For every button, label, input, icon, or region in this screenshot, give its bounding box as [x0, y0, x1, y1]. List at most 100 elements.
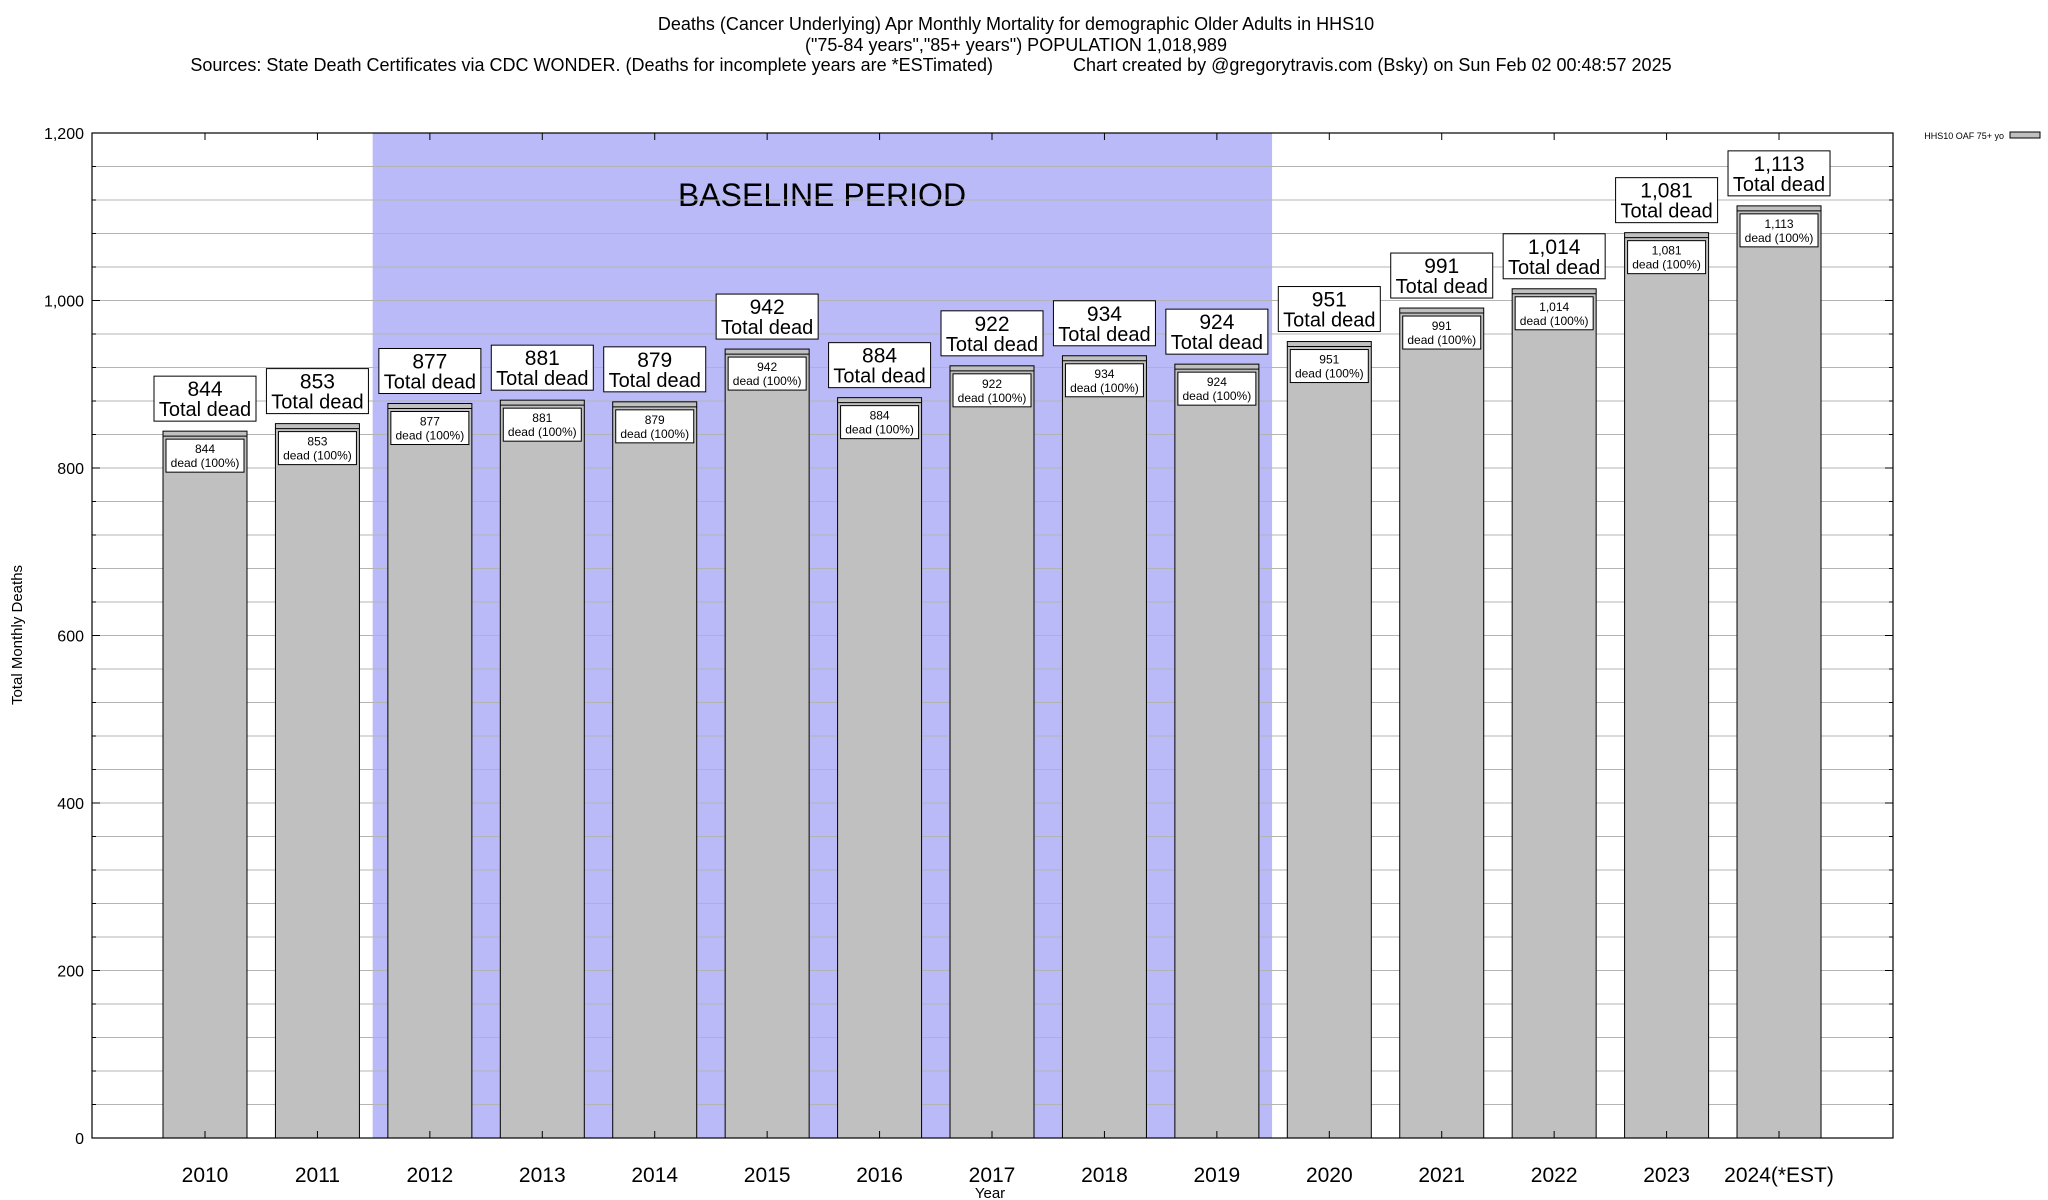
total-value-label: 1,113: [1754, 153, 1805, 176]
x-tick-label: 2015: [744, 1164, 791, 1187]
bar: [1511, 288, 1597, 1139]
inner-percent-label: dead (100%): [1070, 381, 1139, 395]
y-axis-title: Total Monthly Deaths: [9, 565, 26, 705]
inner-value-label: 924: [1207, 375, 1227, 389]
inner-label-box: [1402, 315, 1482, 350]
total-dead-label: Total dead: [721, 317, 813, 339]
bar: [1061, 355, 1147, 1139]
x-tick-label: 2021: [1418, 1164, 1465, 1187]
total-dead-label: Total dead: [1171, 332, 1263, 354]
total-label-box: [715, 293, 819, 340]
total-dead-label: Total dead: [946, 334, 1038, 356]
x-tick-label: 2017: [969, 1164, 1016, 1187]
inner-percent-label: dead (100%): [1407, 333, 1476, 347]
bar: [387, 403, 473, 1139]
y-tick-label: 200: [57, 964, 84, 981]
total-value-label: 922: [974, 313, 1009, 336]
inner-percent-label: dead (100%): [1295, 367, 1364, 381]
inner-label-box: [1514, 296, 1594, 331]
total-label-box: [1390, 252, 1494, 299]
bar: [949, 365, 1035, 1139]
legend-label: HHS10 OAF 75+ yo: [1924, 131, 2004, 141]
legend: HHS10 OAF 75+ yo: [1924, 131, 2041, 141]
bar: [1736, 205, 1822, 1139]
inner-percent-label: dead (100%): [1632, 258, 1701, 272]
inner-percent-label: dead (100%): [1745, 231, 1814, 245]
total-dead-label: Total dead: [1508, 257, 1600, 279]
x-tick-label: 2019: [1194, 1164, 1241, 1187]
total-dead-label: Total dead: [1620, 201, 1712, 223]
inner-label-box: [1739, 213, 1819, 248]
x-tick-label: 2014: [631, 1164, 678, 1187]
total-value-label: 884: [862, 345, 897, 368]
inner-value-label: 1,081: [1652, 244, 1682, 258]
inner-value-label: 879: [645, 413, 665, 427]
total-dead-label: Total dead: [159, 399, 251, 421]
y-tick-label: 400: [57, 796, 84, 813]
axis-layer: 2010 2011 2012 2013 2014 2015 2016 2017 2018 2019…: [9, 126, 1894, 1200]
x-tick-label: 2010: [182, 1164, 229, 1187]
bar: [162, 430, 248, 1139]
total-label-box: [1052, 300, 1156, 347]
y-tick-label: 1,200: [44, 126, 84, 143]
inner-label-box: [277, 431, 357, 466]
total-label-box: [1727, 150, 1831, 197]
inner-value-label: 1,113: [1764, 217, 1793, 231]
inner-percent-label: dead (100%): [733, 374, 802, 388]
y-tick-label: 0: [75, 1131, 84, 1148]
total-dead-label: Total dead: [271, 392, 363, 414]
inner-label-box: [1064, 363, 1144, 398]
inner-value-label: 853: [307, 435, 327, 449]
total-dead-label: Total dead: [1733, 174, 1825, 196]
inner-label-box: [1177, 371, 1257, 406]
total-value-label: 879: [637, 349, 672, 372]
x-tick-label: 2013: [519, 1164, 566, 1187]
inner-label-box: [165, 438, 245, 473]
total-label-box: [265, 368, 369, 415]
inner-value-label: 922: [982, 377, 1002, 391]
title-line-3: Sources: State Death Certificates via CD…: [190, 55, 1671, 75]
y-tick-label: 600: [57, 629, 84, 646]
total-value-label: 881: [525, 347, 560, 370]
x-tick-label: 2020: [1306, 1164, 1353, 1187]
total-value-label: 1,081: [1640, 180, 1693, 203]
x-tick-label: 2012: [407, 1164, 454, 1187]
bar: [1399, 307, 1485, 1139]
x-tick-label: 2024(*EST): [1724, 1164, 1834, 1187]
total-value-label: 844: [187, 378, 222, 401]
total-value-label: 991: [1424, 255, 1459, 278]
bar: [1624, 232, 1710, 1139]
y-tick-label: 800: [57, 461, 84, 478]
inner-label-box: [390, 411, 470, 446]
inner-value-label: 991: [1432, 319, 1452, 333]
total-dead-label: Total dead: [384, 372, 476, 394]
total-dead-label: Total dead: [496, 368, 588, 390]
x-tick-label: 2018: [1081, 1164, 1128, 1187]
x-tick-label: 2016: [856, 1164, 903, 1187]
inner-value-label: 844: [195, 442, 215, 456]
inner-label-box: [727, 356, 807, 391]
total-label-box: [828, 342, 932, 389]
total-label-box: [603, 346, 707, 393]
total-label-box: [1615, 177, 1719, 224]
chart-title: Deaths (Cancer Underlying) Apr Monthly M…: [190, 14, 1671, 75]
total-value-label: 853: [300, 371, 335, 394]
x-tick-label: 2022: [1531, 1164, 1578, 1187]
inner-percent-label: dead (100%): [171, 456, 240, 470]
bar: [837, 397, 923, 1139]
x-axis-title: Year: [975, 1185, 1005, 1200]
inner-label-box: [1289, 349, 1369, 384]
inner-value-label: 881: [532, 411, 552, 425]
total-label-box: [1502, 233, 1606, 280]
inner-percent-label: dead (100%): [958, 391, 1027, 405]
baseline-period-label: BASELINE PERIOD: [678, 177, 966, 213]
bar: [1286, 341, 1372, 1139]
inner-value-label: 934: [1094, 367, 1114, 381]
total-label-box: [490, 344, 594, 391]
bar: [612, 401, 698, 1139]
bar: [274, 423, 360, 1139]
total-value-label: 942: [750, 296, 785, 319]
inner-value-label: 884: [870, 409, 890, 423]
inner-value-label: 942: [757, 360, 777, 374]
